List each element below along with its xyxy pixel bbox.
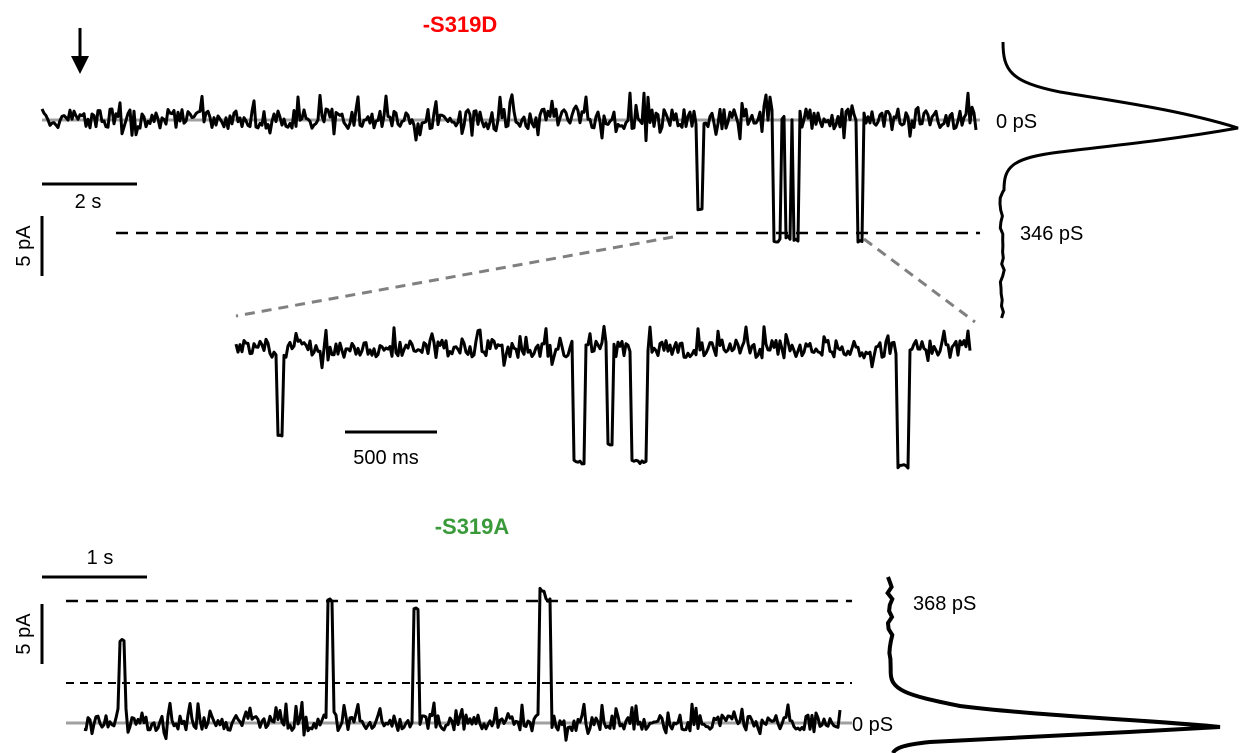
title-s319a: -S319A [435,514,510,539]
level-closed-bottom: 0 pS [852,714,893,736]
trace-s319d [40,91,978,244]
trace-s319a-line [83,586,842,742]
scalebar-time-zoom: 500 ms [353,447,419,469]
scalebar-time-top: 2 s [75,191,102,213]
title-s319d: -S319D [423,12,498,37]
down-arrow-icon [71,28,89,74]
scalebar-current-top: 5 pA [13,225,35,267]
level-closed-top: 0 pS [996,111,1037,133]
trace-s319d-line [40,91,978,244]
zoom-connector-left [235,235,674,318]
scalebar-time-bottom: 1 s [87,547,114,569]
level-open-top: 346 pS [1020,223,1083,245]
trace-zoom-line [234,324,972,470]
histogram-bottom [885,576,1221,753]
trace-zoom [234,324,972,470]
zoom-connector-right [863,237,976,324]
trace-s319a [83,586,842,742]
histogram-top [998,41,1239,319]
scalebar-top [40,182,137,276]
scalebar-bottom [40,575,147,664]
level-open-bottom: 368 pS [913,593,976,615]
scalebar-current-bottom: 5 pA [13,613,35,655]
